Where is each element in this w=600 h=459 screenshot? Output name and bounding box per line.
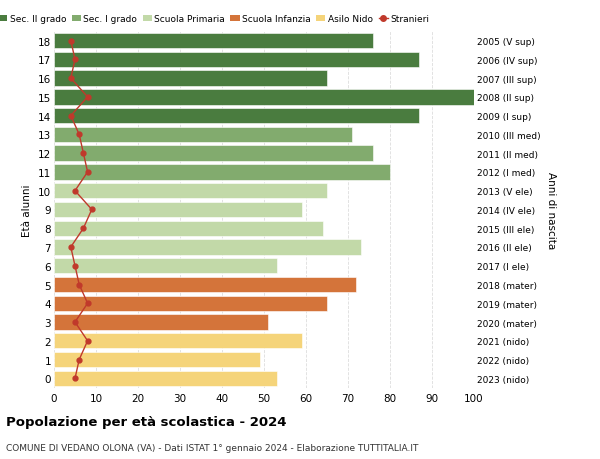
Legend: Sec. II grado, Sec. I grado, Scuola Primaria, Scuola Infanzia, Asilo Nido, Stran: Sec. II grado, Sec. I grado, Scuola Prim… xyxy=(0,15,429,24)
Bar xyxy=(54,202,302,218)
Bar xyxy=(54,296,327,311)
Bar xyxy=(54,52,419,68)
Bar xyxy=(54,258,277,274)
Bar xyxy=(54,221,323,236)
Y-axis label: Età alunni: Età alunni xyxy=(22,184,32,236)
Bar xyxy=(54,146,373,162)
Text: COMUNE DI VEDANO OLONA (VA) - Dati ISTAT 1° gennaio 2024 - Elaborazione TUTTITAL: COMUNE DI VEDANO OLONA (VA) - Dati ISTAT… xyxy=(6,443,418,452)
Bar xyxy=(54,34,373,49)
Bar xyxy=(54,240,361,255)
Bar xyxy=(54,277,356,292)
Bar xyxy=(54,71,327,87)
Bar xyxy=(54,128,352,143)
Bar xyxy=(54,109,419,124)
Y-axis label: Anni di nascita: Anni di nascita xyxy=(546,172,556,248)
Bar xyxy=(54,371,277,386)
Text: Popolazione per età scolastica - 2024: Popolazione per età scolastica - 2024 xyxy=(6,415,287,428)
Bar xyxy=(54,333,302,349)
Bar xyxy=(54,90,474,105)
Bar xyxy=(54,165,390,180)
Bar xyxy=(54,352,260,368)
Bar xyxy=(54,184,327,199)
Bar xyxy=(54,315,268,330)
